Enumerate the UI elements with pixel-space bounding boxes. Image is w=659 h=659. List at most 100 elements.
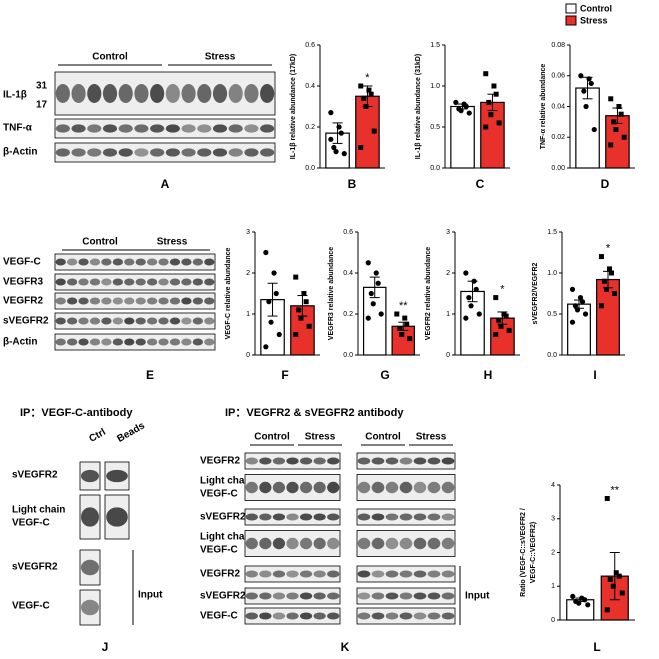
data-point	[473, 286, 479, 292]
data-point	[611, 119, 617, 125]
y-axis-label: Ratio (VEGF-C::sVEGFR2 /	[520, 508, 527, 597]
blot-band	[212, 148, 228, 157]
data-point	[619, 590, 625, 596]
blot-band	[147, 278, 158, 286]
data-point	[271, 270, 277, 276]
blot-band	[78, 258, 89, 266]
data-point	[606, 266, 612, 272]
blot-band	[135, 338, 146, 346]
blot-row-label: sVEGFR2	[3, 316, 49, 327]
y-tick-label: 4	[551, 482, 555, 489]
data-point	[506, 327, 512, 333]
blot-band	[413, 537, 427, 550]
blot-band	[357, 481, 371, 494]
blot-band	[272, 481, 286, 494]
data-point	[301, 291, 307, 296]
blot-band	[245, 570, 258, 578]
blot-band	[413, 457, 427, 465]
blot-band	[385, 570, 399, 578]
blot-band	[192, 258, 204, 266]
data-point	[303, 299, 309, 305]
blot-band	[150, 124, 165, 133]
data-point	[598, 303, 604, 309]
blot-band	[228, 124, 243, 133]
data-point	[579, 299, 586, 305]
data-point	[493, 91, 499, 97]
blot-band	[427, 570, 441, 578]
blot-band	[385, 457, 399, 465]
y-axis-label: TNF-α relative abundance	[540, 64, 547, 150]
blot-band	[150, 148, 165, 157]
blot-band	[158, 338, 169, 346]
y-tick-label: 1.5	[547, 229, 557, 236]
blot-band	[102, 124, 118, 133]
blot-band	[181, 338, 192, 346]
y-axis-label: IL-1β relative abundance (17kD)	[290, 54, 297, 159]
data-point	[458, 108, 464, 114]
blot-band	[102, 84, 118, 103]
y-axis-label: VEGFR3 relative abundance	[328, 247, 335, 340]
data-point	[375, 280, 381, 286]
blot-band	[259, 457, 272, 465]
data-point	[463, 315, 469, 321]
blot-band	[118, 124, 133, 133]
data-point	[268, 319, 274, 325]
blot-frame	[54, 142, 276, 163]
data-point	[609, 270, 615, 276]
blot-band	[204, 258, 215, 266]
blot-band	[272, 570, 286, 578]
data-point	[293, 332, 299, 337]
blot-band	[89, 297, 101, 305]
blot-band	[357, 612, 371, 620]
blot-band	[112, 278, 123, 286]
significance: *	[606, 243, 611, 255]
data-point	[331, 144, 337, 151]
blot-band	[327, 537, 340, 550]
blot-band	[260, 84, 275, 103]
blot-band	[87, 148, 102, 157]
blot-band	[259, 592, 272, 600]
blot-band	[228, 148, 243, 157]
data-point	[613, 127, 619, 133]
panel-letter: G	[380, 368, 389, 382]
blot-band	[313, 612, 326, 620]
blot-band	[192, 317, 204, 325]
blot-band	[135, 278, 146, 286]
data-point	[365, 260, 371, 266]
y-tick-label: 0.0	[305, 165, 315, 172]
y-tick-label: 2	[551, 549, 555, 556]
blot-band	[192, 338, 204, 346]
blot-band	[197, 124, 212, 133]
y-tick-label: 0.04	[551, 103, 565, 110]
data-point	[613, 570, 619, 576]
data-point	[572, 303, 579, 309]
blot-band	[55, 317, 66, 325]
data-point	[263, 249, 269, 256]
blot-frame	[54, 333, 216, 351]
data-point	[341, 151, 347, 157]
data-point	[361, 95, 367, 101]
blot-band	[55, 258, 66, 266]
blot-band	[181, 84, 196, 103]
y-axis-label: IL-1β relative abundance (31kD)	[415, 54, 422, 159]
y-tick-label: 2	[246, 270, 250, 277]
blot-band	[101, 317, 112, 325]
data-point	[569, 286, 576, 292]
blot-band	[286, 457, 299, 465]
blot-band	[357, 457, 371, 465]
data-point	[486, 99, 492, 105]
blot-band	[259, 513, 272, 521]
blot-band	[135, 258, 146, 266]
blot-band	[245, 513, 258, 521]
blot-band	[78, 297, 89, 305]
data-point	[496, 120, 502, 126]
blot-band	[135, 297, 146, 305]
blot-row-label: Light chain	[200, 532, 253, 543]
blot-band	[169, 317, 181, 325]
blot-band	[357, 513, 371, 521]
blot-band	[165, 84, 180, 103]
blot-band	[413, 592, 427, 600]
blot-band	[399, 457, 413, 465]
data-point	[394, 311, 400, 317]
blot-band	[147, 338, 158, 346]
